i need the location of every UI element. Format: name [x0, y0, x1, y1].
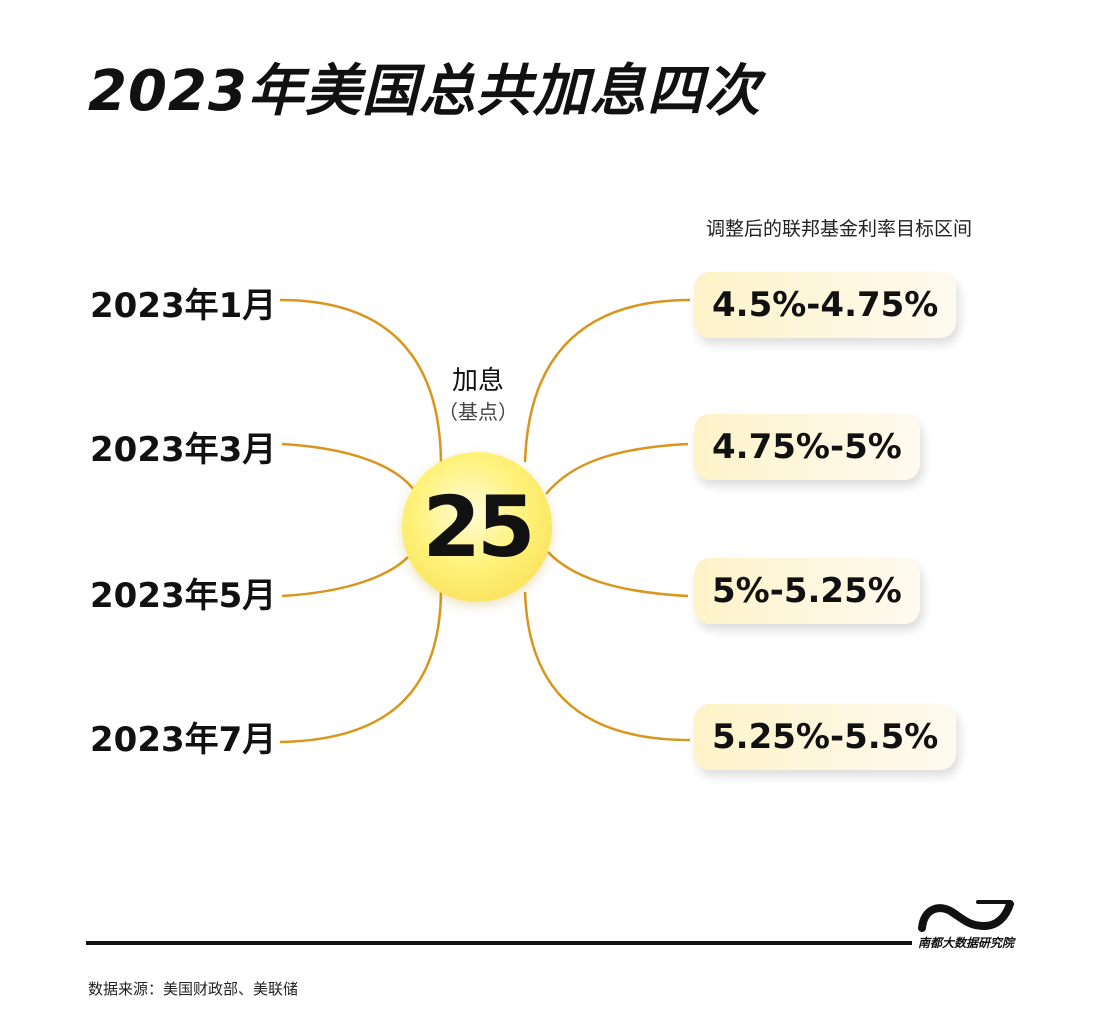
- rate-label: 5%-5.25%: [712, 571, 902, 611]
- rates-header: 调整后的联邦基金利率目标区间: [706, 218, 973, 240]
- month-label-may: 2023年5月: [90, 576, 277, 616]
- center-label: 加息: [451, 366, 504, 396]
- center-sub-label: （基点）: [438, 400, 518, 424]
- connector-jul: [279, 591, 443, 744]
- data-source: 数据来源：美国财政部、美联储: [88, 980, 299, 998]
- month-label-mar: 2023年3月: [90, 430, 277, 470]
- month-label-jan: 2023年1月: [90, 286, 277, 326]
- connector-jan: [279, 298, 443, 463]
- month-label-jul: 2023年7月: [90, 720, 277, 760]
- connector-may: [281, 556, 409, 598]
- rate-pill-3: 5%-5.25%: [694, 558, 920, 624]
- connector-rate-1: [523, 298, 691, 463]
- logo-text: 南都大数据研究院: [918, 936, 1015, 950]
- footer-divider: [86, 941, 912, 945]
- connector-rate-3: [547, 551, 689, 598]
- rate-pill-2: 4.75%-5%: [694, 414, 920, 480]
- rate-label: 4.75%-5%: [712, 427, 902, 467]
- center-value: 25: [422, 478, 536, 576]
- rate-label: 4.5%-4.75%: [712, 285, 939, 325]
- connector-rate-2: [545, 442, 689, 495]
- logo-icon: [918, 900, 1014, 932]
- connector-mar: [281, 442, 415, 491]
- connector-rate-4: [523, 591, 691, 742]
- rate-pill-4: 5.25%-5.5%: [694, 704, 957, 770]
- center-circle: 25: [402, 452, 552, 602]
- page-title: 2023年美国总共加息四次: [88, 59, 761, 124]
- rate-pill-1: 4.5%-4.75%: [694, 272, 957, 338]
- rate-label: 5.25%-5.5%: [712, 717, 939, 757]
